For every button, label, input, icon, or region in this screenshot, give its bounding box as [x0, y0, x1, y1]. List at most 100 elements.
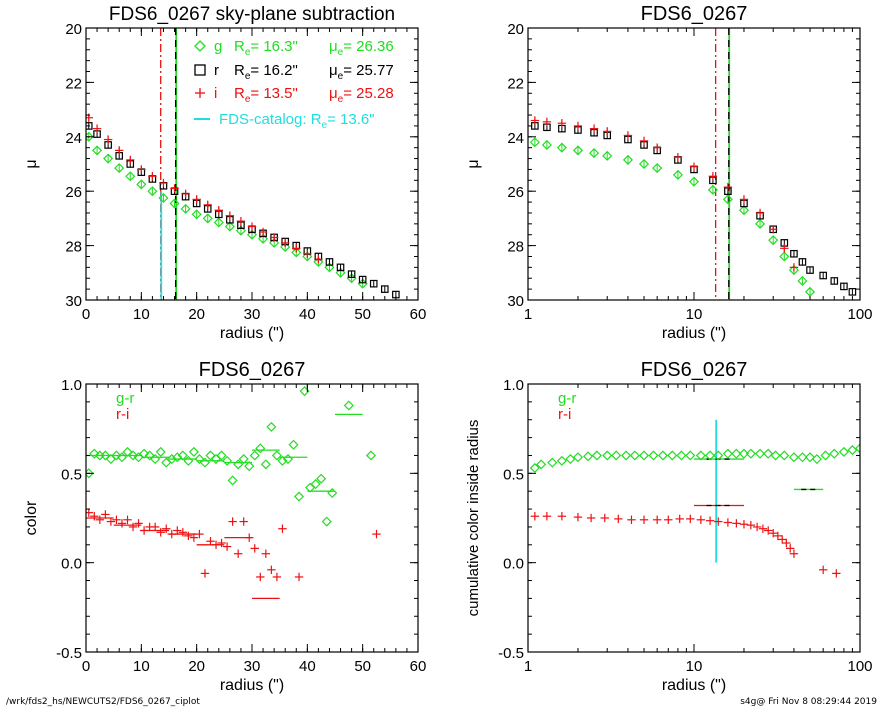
data-point-diamond — [638, 450, 650, 461]
data-point-diamond — [258, 233, 269, 244]
data-point-diamond — [177, 450, 188, 461]
x-tick-label: 10 — [133, 658, 150, 675]
data-point-diamond — [166, 453, 177, 465]
data-point-square — [806, 266, 814, 274]
panel-1: FDS6_0267 sky-plane subtraction radius ("… — [23, 4, 426, 342]
data-point-diamond — [199, 457, 211, 468]
data-point-diamond — [324, 262, 335, 273]
legend-band: g — [214, 38, 222, 55]
plot-area — [86, 28, 400, 300]
y-tick-label: 0.5 — [61, 466, 82, 483]
data-point-diamond — [155, 446, 166, 457]
series-i — [530, 116, 799, 272]
data-point-square — [347, 270, 356, 278]
data-point-diamond — [847, 445, 858, 456]
x-tick-label: 40 — [299, 658, 316, 675]
data-point-diamond — [246, 229, 258, 240]
data-point-diamond — [797, 452, 808, 463]
x-tick-label: 40 — [299, 306, 316, 323]
data-point-diamond — [249, 450, 260, 461]
data-point-diamond — [111, 450, 122, 461]
data-point-diamond — [244, 461, 255, 472]
series-g-r — [529, 443, 860, 474]
data-point-diamond — [565, 453, 576, 465]
data-point-diamond — [335, 267, 346, 278]
y-tick-label: 0.0 — [503, 556, 524, 573]
data-point-diamond — [316, 473, 327, 484]
data-point-diamond — [611, 450, 622, 461]
plot-frame — [527, 383, 861, 653]
legend-re: Re= 16.3" — [234, 38, 298, 58]
data-point-diamond — [838, 446, 849, 457]
series-r-i — [530, 512, 841, 578]
y-tick-label: 22 — [65, 75, 82, 92]
legend-band: r — [214, 62, 219, 79]
x-tick-label: 100 — [847, 658, 872, 675]
legend-mu: μe= 26.36 — [329, 38, 394, 58]
data-point-diamond — [92, 145, 103, 156]
data-point-diamond — [572, 145, 584, 156]
chart-title: FDS6_0267 — [641, 359, 748, 381]
data-point-diamond — [648, 450, 659, 461]
data-point-diamond — [797, 275, 808, 287]
chart-title: FDS6_0267 — [641, 3, 748, 25]
data-point-diamond — [139, 448, 150, 459]
data-point-diamond — [125, 171, 136, 182]
data-point-diamond — [213, 217, 224, 228]
chart-title: FDS6_0267 — [199, 359, 306, 381]
x-axis-label: radius (") — [662, 325, 726, 342]
data-point-diamond — [804, 452, 816, 463]
data-point-diamond — [100, 450, 111, 461]
data-point-diamond — [745, 448, 756, 459]
y-tick-label: 26 — [65, 184, 82, 201]
y-tick-label: -0.5 — [498, 645, 524, 662]
y-axis-label: μ — [465, 159, 482, 168]
data-point-diamond — [89, 448, 100, 459]
data-point-diamond — [291, 247, 302, 258]
data-point-diamond — [541, 139, 552, 151]
x-tick-label: 50 — [354, 306, 371, 323]
data-point-diamond — [280, 241, 291, 253]
data-point-diamond — [582, 451, 594, 462]
x-axis-label: radius (") — [662, 677, 726, 694]
y-tick-label: -0.5 — [56, 645, 82, 662]
data-point-diamond — [731, 448, 742, 459]
data-point-diamond — [811, 453, 822, 465]
legend-re: Re= 16.2" — [234, 62, 298, 82]
data-point-diamond — [235, 225, 246, 236]
data-point-diamond — [602, 150, 613, 161]
data-point-diamond — [657, 450, 668, 461]
data-point-diamond — [277, 455, 288, 466]
data-point-diamond — [313, 256, 324, 267]
data-point-diamond — [282, 453, 294, 465]
y-tick-label: 30 — [65, 293, 82, 310]
y-tick-label: 1.0 — [503, 377, 524, 394]
data-point-diamond — [103, 153, 114, 164]
data-point-diamond — [638, 158, 650, 170]
data-point-square — [369, 279, 378, 288]
footer-path: /wrk/fds2_hs/NEWCUTS2/FDS6_0267_ciplot — [6, 697, 200, 707]
x-tick-label: 10 — [686, 658, 703, 675]
data-point-diamond — [127, 450, 139, 461]
legend-mu: μe= 25.77 — [329, 62, 394, 82]
data-point-diamond — [722, 448, 733, 459]
data-point-diamond — [260, 459, 271, 470]
data-point-diamond — [293, 491, 305, 502]
data-point-diamond — [572, 452, 584, 463]
data-point-diamond — [205, 450, 216, 461]
data-point-diamond — [779, 251, 790, 262]
data-point-diamond — [676, 450, 687, 461]
data-point-diamond — [222, 455, 233, 466]
x-axis-label: radius (") — [220, 325, 284, 342]
data-point-diamond — [310, 479, 321, 490]
data-point-diamond — [321, 516, 332, 527]
data-point-diamond — [144, 450, 155, 461]
data-point-diamond — [788, 265, 799, 276]
legend-entry: r-i — [558, 406, 571, 423]
data-point-diamond — [556, 142, 567, 153]
y-tick-label: 24 — [507, 130, 524, 147]
x-axis-label: radius (") — [220, 677, 284, 694]
data-point-diamond — [150, 453, 161, 465]
x-tick-label: 1 — [524, 306, 532, 323]
plot-area — [529, 419, 860, 578]
